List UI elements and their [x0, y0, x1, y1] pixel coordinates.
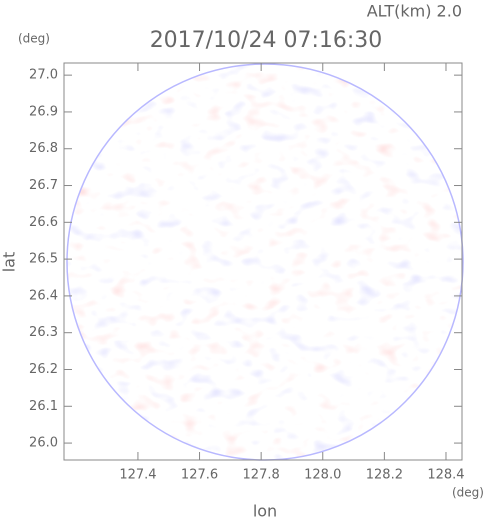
- echo-texture: [67, 64, 463, 460]
- x-tick-label: 128.0: [304, 468, 341, 483]
- x-tick-label: 127.6: [181, 468, 218, 483]
- x-tick-label: 127.4: [119, 468, 156, 483]
- x-axis-label: lon: [253, 502, 277, 521]
- y-axis-label: lat: [0, 252, 19, 273]
- y-tick-label: 26.5: [29, 252, 58, 267]
- x-tick-label: 128.2: [366, 468, 403, 483]
- y-tick-label: 26.7: [29, 178, 58, 193]
- y-tick-label: 26.8: [29, 141, 58, 156]
- x-tick-label: 128.4: [427, 468, 464, 483]
- plot-frame: [63, 62, 463, 461]
- y-tick-label: 26.0: [29, 436, 58, 451]
- echo-field: [66, 63, 464, 461]
- x-tick-label: 127.8: [243, 468, 280, 483]
- y-tick-label: 26.9: [29, 104, 58, 119]
- chart-title: 2017/10/24 07:16:30: [150, 28, 383, 53]
- x-unit: (deg): [452, 486, 484, 500]
- y-tick-label: 26.1: [29, 399, 58, 414]
- y-tick-label: 26.2: [29, 362, 58, 377]
- y-tick-label: 26.4: [29, 288, 58, 303]
- y-tick-label: 27.0: [29, 68, 58, 83]
- altitude: ALT(km) 2.0: [367, 2, 462, 21]
- y-tick-label: 26.6: [29, 215, 58, 230]
- y-tick-label: 26.3: [29, 325, 58, 340]
- y-unit: (deg): [18, 32, 50, 46]
